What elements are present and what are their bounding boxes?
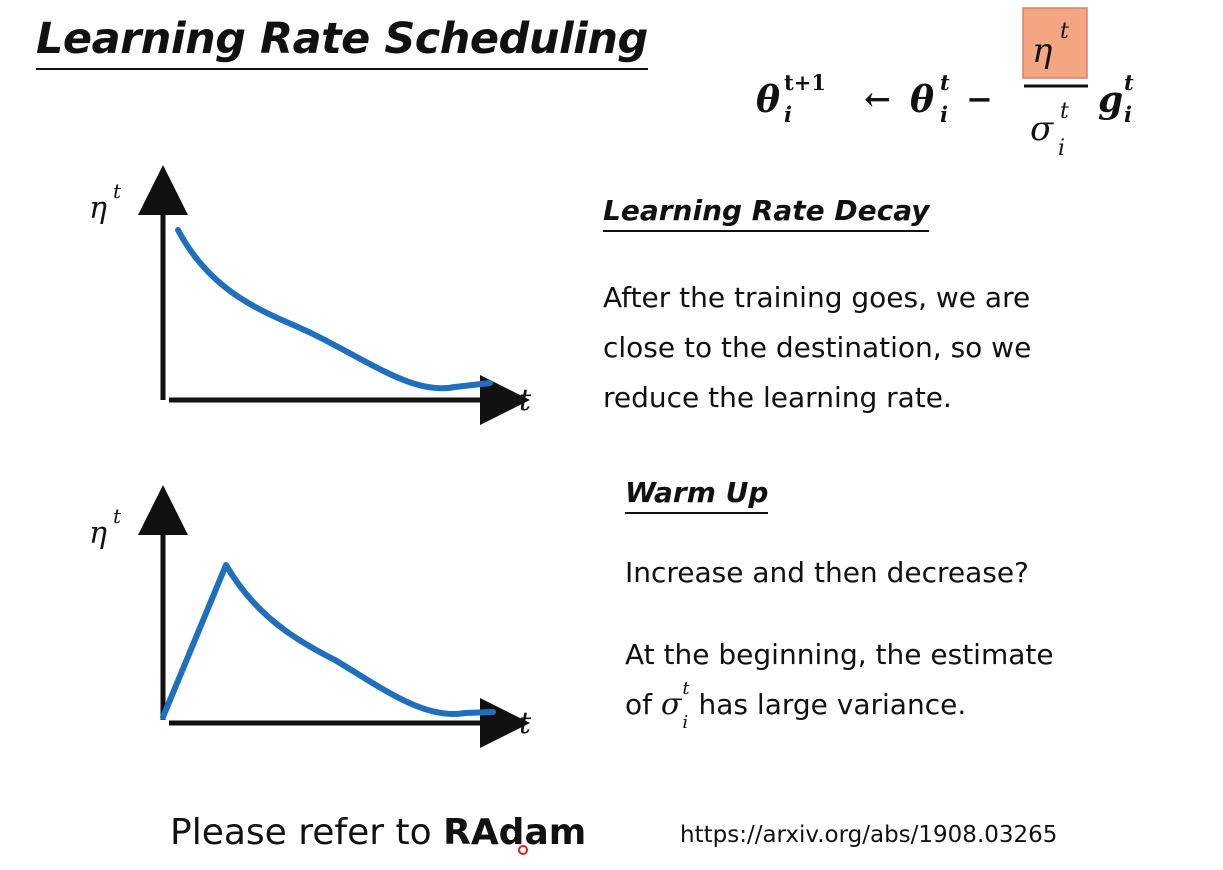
arrow-symbol: ← — [864, 80, 891, 118]
decay-description: After the training goes, we are close to… — [603, 273, 1031, 423]
warmup-graph: η t t — [89, 485, 532, 748]
decay-curve — [175, 227, 493, 392]
theta-left: θ — [756, 79, 780, 121]
decay-heading: Learning Rate Decay — [603, 194, 930, 232]
sigma-inline-sub: i — [682, 712, 689, 733]
laser-pointer-icon — [518, 845, 528, 855]
warmup-line-2-prefix: of — [625, 688, 652, 721]
g-sup: t — [1124, 70, 1134, 95]
minus-symbol: − — [966, 80, 993, 118]
theta-right-sub: i — [940, 102, 948, 127]
footer-prefix: Please refer to — [170, 812, 432, 853]
sigma-inline: σt i — [660, 680, 690, 732]
warmup-x-label: t — [519, 706, 532, 741]
sigma-sub: i — [1058, 136, 1065, 161]
decay-line-2: close to the destination, so we — [603, 331, 1032, 364]
theta-right: θ — [910, 79, 934, 121]
footer-reference: Please refer to RAdam — [170, 812, 586, 853]
g-sub: i — [1124, 102, 1132, 127]
decay-y-label: η — [89, 191, 107, 226]
warmup-line-2-suffix: has large variance. — [698, 688, 967, 721]
update-formula: θ t+1 i ← θ t i − η t σ t i g t i — [756, 7, 1134, 161]
sigma-sup: t — [1060, 99, 1069, 124]
decay-y-label-sup: t — [113, 179, 122, 203]
decay-line-1: After the training goes, we are — [603, 281, 1031, 314]
warmup-curve — [160, 562, 496, 720]
warmup-question: Increase and then decrease? — [625, 556, 1029, 589]
theta-right-sup: t — [940, 70, 950, 95]
warmup-y-label: η — [89, 516, 107, 551]
warmup-description: At the beginning, the estimate of σt i ha… — [625, 630, 1054, 732]
g-symbol: g — [1098, 79, 1123, 121]
warmup-y-label-sup: t — [113, 504, 122, 528]
decay-line-3: reduce the learning rate. — [603, 381, 952, 414]
slide-title: Learning Rate Scheduling — [36, 14, 648, 70]
eta-symbol: η — [1032, 31, 1053, 71]
sigma-symbol: σ — [1030, 109, 1054, 149]
radam-name: RAdam — [443, 812, 587, 853]
theta-left-sub: i — [784, 102, 792, 127]
warmup-line-1: At the beginning, the estimate — [625, 638, 1054, 671]
decay-graph: η t t — [89, 165, 532, 425]
decay-x-label: t — [519, 383, 532, 418]
warmup-heading: Warm Up — [625, 476, 769, 514]
warmup-line-2: of σt i has large variance. — [625, 680, 1054, 732]
paper-link[interactable]: https://arxiv.org/abs/1908.03265 — [680, 822, 1058, 848]
sigma-inline-symbol: σ — [660, 687, 682, 722]
theta-left-sup: t+1 — [784, 70, 826, 95]
eta-sup: t — [1060, 19, 1069, 44]
sigma-inline-sup: t — [682, 678, 690, 699]
eta-highlight — [1022, 7, 1088, 79]
